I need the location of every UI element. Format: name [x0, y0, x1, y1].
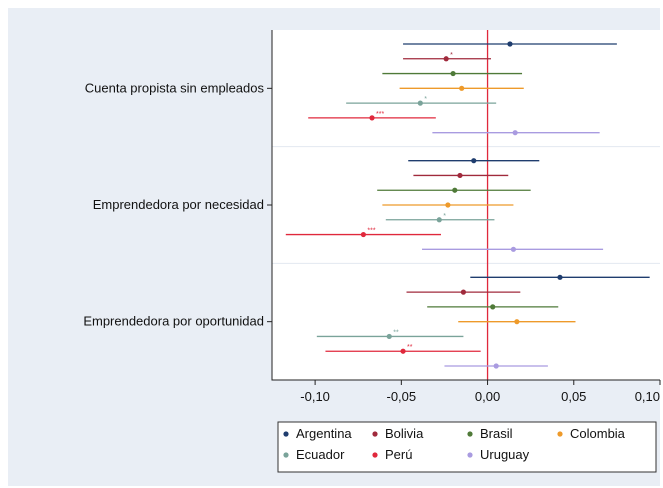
- x-tick-label: 0,00: [475, 389, 500, 404]
- legend-item-argentina: Argentina: [283, 426, 352, 441]
- significance-marker: **: [393, 329, 399, 336]
- legend-item-bolivia: Bolivia: [372, 426, 424, 441]
- point-estimate: [360, 231, 366, 238]
- significance-marker: *: [450, 52, 453, 59]
- legend-box: [277, 421, 657, 473]
- category-dividers: [272, 146, 660, 264]
- series-brasil: [377, 70, 559, 310]
- point-estimate: [443, 56, 449, 62]
- x-tick-label: -0,10: [300, 389, 330, 404]
- x-tick-label: -0,05: [387, 389, 417, 404]
- legend-marker: [283, 431, 289, 437]
- legend-label: Uruguay: [480, 447, 530, 462]
- point-estimate: [512, 130, 518, 136]
- point-estimate: [490, 304, 496, 310]
- legend-label: Ecuador: [296, 447, 345, 462]
- category-label: Cuenta propista sin empleados: [85, 80, 265, 95]
- point-estimate: [417, 100, 423, 106]
- point-estimate: [452, 187, 458, 193]
- point-estimate: [471, 158, 477, 164]
- point-estimate: [460, 289, 467, 295]
- series-uruguay: [422, 130, 604, 369]
- legend-label: Brasil: [480, 426, 513, 441]
- point-estimate: [459, 85, 465, 91]
- legend-marker: [372, 431, 378, 437]
- legend-marker: [467, 431, 473, 437]
- point-estimate: [557, 274, 563, 280]
- point-estimate: [510, 246, 517, 252]
- x-tick-label: 0,05: [561, 389, 586, 404]
- legend-marker: [283, 452, 289, 458]
- point-estimate: [400, 348, 406, 354]
- legend-label: Colombia: [570, 426, 626, 441]
- legend-label: Bolivia: [385, 426, 424, 441]
- point-estimate: [369, 115, 375, 121]
- category-label: Emprendedora por necesidad: [93, 197, 264, 212]
- point-estimate: [493, 363, 499, 369]
- legend-marker: [557, 431, 563, 437]
- point-estimate: [386, 333, 392, 340]
- significance-marker: *: [424, 96, 427, 103]
- significance-marker: ***: [367, 228, 375, 235]
- axis-layer: -0,10 -0,05 0,00 0,05 0,10 Cuenta propista si…: [83, 30, 661, 404]
- series-layer: *************: [285, 41, 650, 369]
- series-argentina: [403, 41, 650, 280]
- point-estimate: [445, 202, 451, 208]
- legend-item-perú: Perú: [372, 447, 412, 462]
- legend-item-colombia: Colombia: [557, 426, 626, 441]
- legend-label: Argentina: [296, 426, 352, 441]
- point-estimate: [450, 70, 456, 77]
- category-label: Emprendedora por oportunidad: [83, 314, 264, 329]
- legend: Argentina Bolivia Brasil Colombia Ecuador Per…: [277, 421, 657, 473]
- series-ecuador: ****: [316, 96, 497, 340]
- series-perú: ********: [285, 111, 481, 354]
- x-tick-label: 0,10: [635, 389, 660, 404]
- legend-item-uruguay: Uruguay: [467, 447, 530, 462]
- legend-item-brasil: Brasil: [467, 426, 513, 441]
- point-estimate: [507, 41, 513, 47]
- series-bolivia: *: [403, 52, 521, 295]
- point-estimate: [514, 319, 520, 325]
- legend-marker: [372, 452, 378, 458]
- series-colombia: [382, 85, 576, 325]
- significance-marker: ***: [376, 111, 384, 118]
- significance-marker: *: [443, 213, 446, 220]
- point-estimate: [457, 172, 463, 179]
- legend-item-ecuador: Ecuador: [283, 447, 345, 462]
- point-estimate: [436, 217, 442, 223]
- legend-marker: [467, 452, 473, 458]
- significance-marker: **: [407, 344, 413, 351]
- legend-label: Perú: [385, 447, 412, 462]
